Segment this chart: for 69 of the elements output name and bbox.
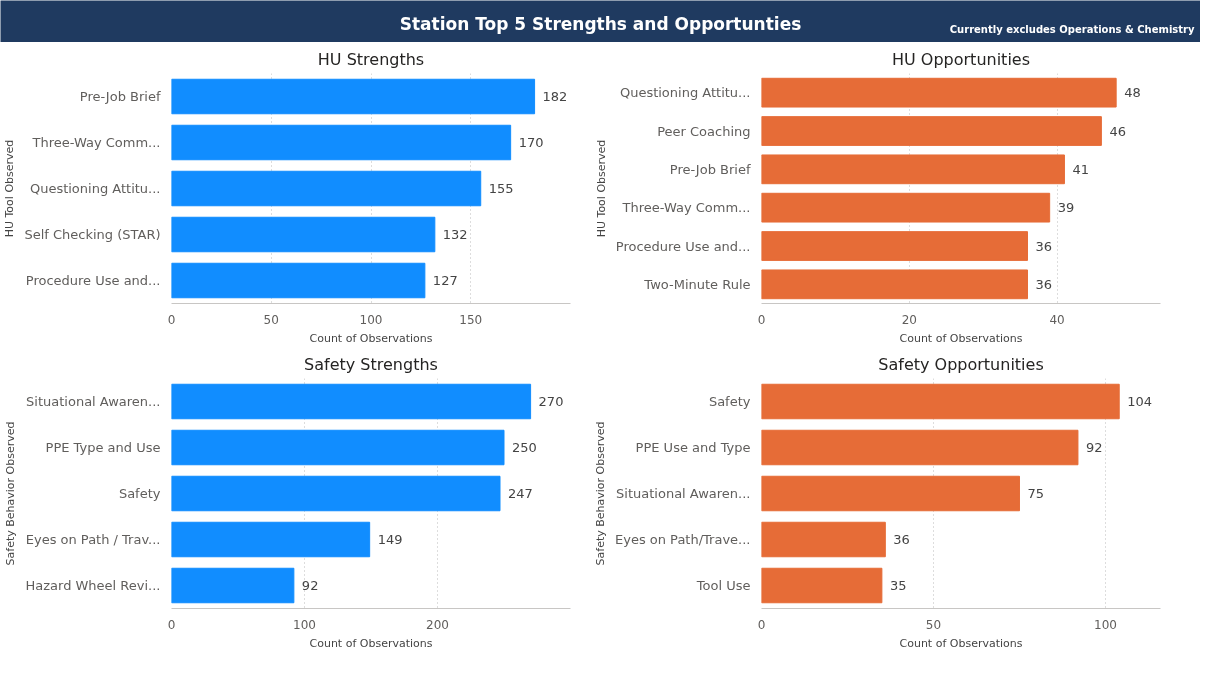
y-tick-label: Questioning Attitu...: [29, 181, 161, 196]
x-tick-label: 20: [901, 312, 917, 327]
x-tick-label: 0: [167, 312, 176, 327]
y-tick-label: Procedure Use and...: [25, 273, 161, 288]
x-tick-label: 150: [459, 312, 483, 327]
data-label: 39: [1057, 200, 1075, 216]
data-label: 182: [542, 89, 568, 104]
data-label: 92: [301, 578, 319, 593]
data-label: 155: [488, 181, 514, 196]
y-tick-label: Three-Way Comm...: [31, 135, 161, 150]
x-axis-title: Count of Observations: [899, 636, 1023, 650]
text: Currently excludes Operations & Chemistry: [949, 24, 1195, 36]
data-label: 36: [1035, 276, 1053, 292]
chart-title: Safety Opportunities: [878, 354, 1044, 374]
y-tick-label: Hazard Wheel Revi...: [25, 578, 161, 593]
x-tick-label: 0: [167, 617, 176, 632]
x-tick-label: 100: [1094, 617, 1117, 632]
data-label: 170: [518, 135, 544, 150]
data-label: 75: [1027, 486, 1045, 501]
y-tick-label: Safety: [118, 486, 161, 501]
y-tick-label: Pre-Job Brief: [79, 89, 161, 104]
y-tick-label: Peer Coaching: [657, 123, 751, 139]
y-tick-label: PPE Use and Type: [635, 440, 751, 455]
y-tick-label: Eyes on Path / Trav...: [25, 532, 161, 547]
y-tick-label: Tool Use: [695, 578, 751, 593]
y-tick-label: Procedure Use and...: [615, 238, 751, 254]
data-label: 247: [508, 486, 533, 501]
data-label: 127: [432, 273, 458, 288]
y-tick-label: Three-Way Comm...: [621, 200, 751, 216]
x-axis-title: Count of Observations: [309, 636, 433, 650]
y-tick-label: Questioning Attitu...: [619, 85, 751, 101]
y-tick-label: Self Checking (STAR): [24, 227, 161, 242]
data-label: 41: [1072, 161, 1089, 177]
y-axis-title: Safety Behavior Observed: [4, 421, 18, 566]
data-label: 48: [1124, 85, 1141, 101]
data-label: 270: [538, 394, 564, 409]
y-tick-label: Situational Awaren...: [616, 486, 751, 501]
data-label: 149: [377, 532, 403, 547]
data-label: 250: [512, 440, 537, 455]
x-tick-label: 0: [757, 617, 766, 632]
y-tick-label: Situational Awaren...: [26, 394, 161, 409]
data-label: 92: [1085, 440, 1103, 455]
y-tick-label: PPE Type and Use: [45, 440, 161, 455]
x-tick-label: 0: [757, 312, 766, 327]
y-axis-title: HU Tool Observed: [3, 139, 17, 238]
data-label: 46: [1109, 123, 1126, 139]
chart-title: HU Strengths: [317, 49, 425, 69]
data-label: 36: [893, 532, 910, 547]
y-tick-label: Safety: [708, 394, 751, 409]
y-axis-title: HU Tool Observed: [594, 139, 608, 238]
x-axis-title: Count of Observations: [899, 331, 1023, 345]
x-axis-title: Count of Observations: [309, 331, 433, 345]
y-tick-label: Eyes on Path/Trave...: [615, 532, 751, 547]
data-label: 104: [1127, 394, 1153, 409]
chart-title: Safety Strengths: [304, 354, 438, 374]
data-label: 132: [442, 227, 468, 242]
y-axis-title: Safety Behavior Observed: [594, 421, 607, 566]
x-tick-label: 200: [426, 617, 449, 632]
x-tick-label: 50: [925, 617, 942, 632]
y-tick-label: Two-Minute Rule: [643, 276, 751, 292]
x-tick-label: 100: [293, 617, 316, 632]
data-label: 35: [889, 578, 907, 593]
chart-title: HU Opportunities: [892, 49, 1030, 69]
x-tick-label: 100: [359, 312, 383, 327]
y-tick-label: Pre-Job Brief: [669, 161, 751, 177]
x-tick-label: 40: [1049, 312, 1065, 327]
x-tick-label: 50: [263, 312, 279, 327]
text: Station Top 5 Strengths and Opportunties: [399, 13, 802, 34]
data-label: 36: [1035, 238, 1053, 254]
